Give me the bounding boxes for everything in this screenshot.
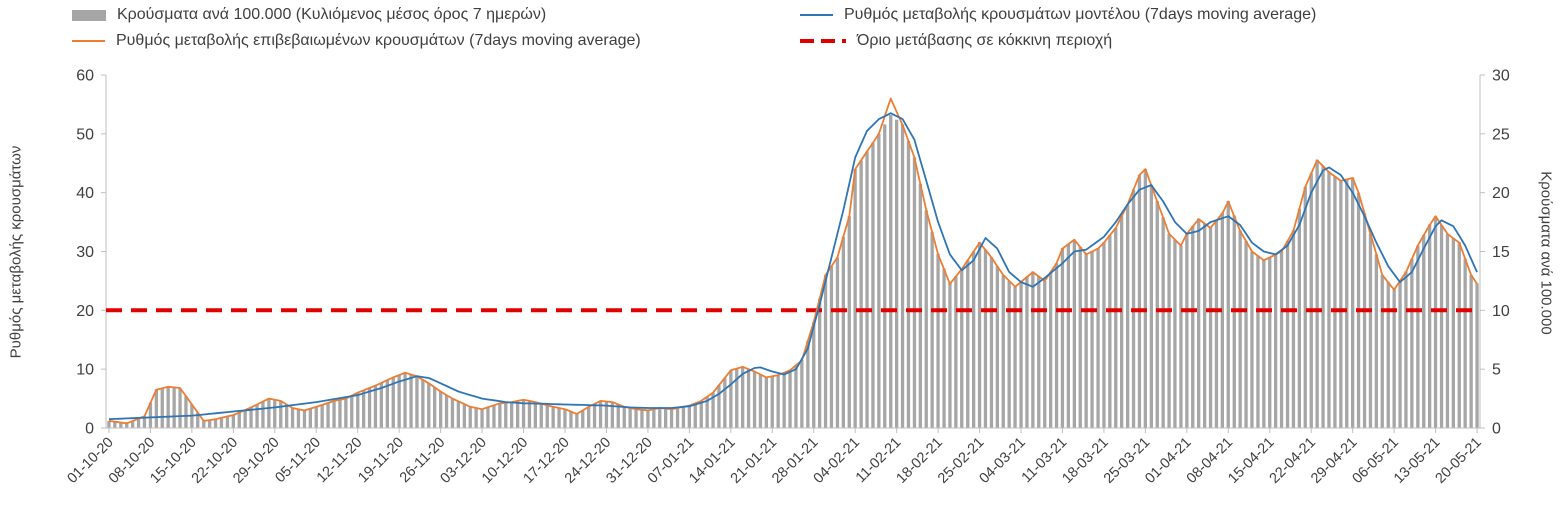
legend-item-confirmed: Ρυθμός μεταβολής επιβεβαιωμένων κρουσμάτ…: [72, 32, 800, 50]
svg-text:10: 10: [76, 362, 94, 379]
legend-label-confirmed: Ρυθμός μεταβολής επιβεβαιωμένων κρουσμάτ…: [116, 32, 641, 49]
legend-item-cases: Κρούσματα ανά 100.000 (Κυλιόμενος μέσος …: [72, 6, 800, 24]
svg-text:20-05-21: 20-05-21: [1432, 435, 1484, 487]
svg-text:04-02-21: 04-02-21: [811, 435, 863, 487]
axes: [101, 74, 1485, 433]
svg-text:0: 0: [85, 421, 94, 438]
line-swatch-icon: [72, 39, 105, 43]
svg-text:15: 15: [1492, 244, 1510, 261]
svg-text:5: 5: [1492, 362, 1501, 379]
legend-label-threshold: Όριο μετάβασης σε κόκκινη περιοχή: [857, 32, 1113, 49]
bars-series: [107, 115, 1479, 429]
svg-text:25: 25: [1492, 126, 1510, 143]
dashed-line-swatch-icon: [800, 39, 846, 43]
left-axis-tick-labels: 0 10 20 30 40 50 60: [76, 68, 94, 438]
svg-text:04-03-21: 04-03-21: [976, 435, 1028, 487]
svg-text:10: 10: [1492, 303, 1510, 320]
line-swatch-icon: [800, 13, 833, 17]
svg-text:50: 50: [76, 126, 94, 143]
svg-text:60: 60: [76, 68, 94, 85]
svg-text:0: 0: [1492, 421, 1501, 438]
right-axis-title: Κρούσματα ανά 100.000: [1537, 171, 1555, 335]
legend-item-model: Ρυθμός μεταβολής κρουσμάτων μοντέλου (7d…: [800, 6, 1316, 24]
svg-text:30: 30: [76, 244, 94, 261]
left-axis-title: Ρυθμός μεταβολής κρουσμάτων: [7, 145, 25, 359]
confirmed-line: [108, 97, 1478, 425]
legend-label-model: Ρυθμός μεταβολής κρουσμάτων μοντέλου (7d…: [844, 6, 1317, 23]
chart-legend: Κρούσματα ανά 100.000 (Κυλιόμενος μέσος …: [72, 6, 1316, 50]
model-line: [108, 112, 1478, 421]
svg-text:40: 40: [76, 185, 94, 202]
legend-item-threshold: Όριο μετάβασης σε κόκκινη περιοχή: [800, 32, 1316, 50]
svg-text:29-10-20: 29-10-20: [230, 435, 282, 487]
bar-swatch-icon: [72, 9, 106, 21]
right-axis-tick-labels: 0 5 10 15 20 25 30: [1492, 68, 1510, 438]
svg-text:30: 30: [1492, 68, 1510, 85]
svg-text:20: 20: [1492, 185, 1510, 202]
x-axis-tick-labels: 01-10-2008-10-2015-10-2022-10-2029-10-20…: [64, 435, 1484, 487]
svg-text:20: 20: [76, 303, 94, 320]
legend-label-cases: Κρούσματα ανά 100.000 (Κυλιόμενος μέσος …: [117, 6, 547, 23]
